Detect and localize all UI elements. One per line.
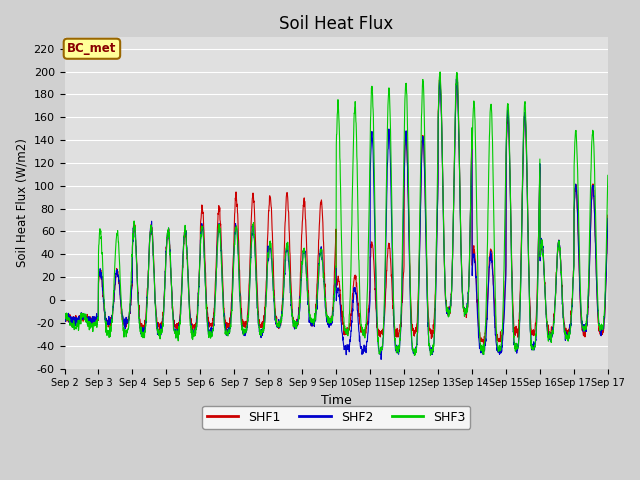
SHF3 [369, 94, 376, 99]
SHF3 [531, 342, 538, 348]
Y-axis label: Soil Heat Flux (W/m2): Soil Heat Flux (W/m2) [15, 139, 28, 267]
SHF1 [115, 277, 123, 283]
Title: Soil Heat Flux: Soil Heat Flux [279, 15, 394, 33]
SHF3 [604, 172, 612, 178]
Text: BC_met: BC_met [67, 42, 116, 55]
SHF2 [531, 341, 538, 347]
SHF2 [500, 316, 508, 322]
SHF1 [500, 305, 508, 311]
Line: SHF2: SHF2 [65, 79, 608, 360]
Line: SHF3: SHF3 [65, 72, 608, 355]
SHF3 [596, 326, 604, 332]
SHF2 [369, 140, 376, 146]
SHF3 [436, 69, 444, 75]
SHF1 [61, 311, 68, 317]
SHF3 [410, 352, 418, 358]
SHF3 [232, 226, 240, 231]
SHF2 [115, 278, 123, 284]
SHF2 [604, 216, 612, 221]
SHF1 [604, 212, 612, 218]
SHF2 [232, 224, 240, 230]
SHF2 [452, 76, 460, 82]
Legend: SHF1, SHF2, SHF3: SHF1, SHF2, SHF3 [202, 406, 470, 429]
SHF3 [500, 267, 508, 273]
Line: SHF1: SHF1 [65, 75, 608, 344]
SHF1 [232, 189, 240, 195]
SHF1 [369, 242, 376, 248]
SHF1 [596, 330, 604, 336]
SHF1 [436, 72, 444, 78]
X-axis label: Time: Time [321, 394, 351, 407]
SHF1 [531, 328, 538, 334]
SHF2 [61, 317, 68, 323]
SHF1 [480, 341, 488, 347]
SHF2 [377, 357, 385, 362]
SHF3 [61, 316, 68, 322]
SHF3 [115, 246, 123, 252]
SHF2 [596, 325, 604, 331]
